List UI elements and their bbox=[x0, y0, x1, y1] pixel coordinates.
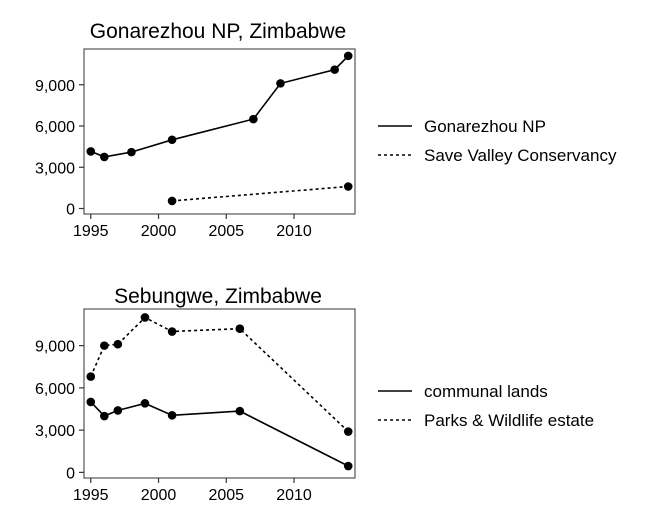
panel-1-series-0-line bbox=[90, 401, 349, 467]
panel-1-series-1-point bbox=[86, 372, 96, 381]
panel-0-series-1-line bbox=[172, 185, 349, 202]
panel-1-series-1-point bbox=[113, 339, 123, 349]
panel-1-series-0-point bbox=[140, 399, 150, 408]
panel-1-series-1-line bbox=[90, 316, 349, 433]
panel-0-x-tick-label: 2005 bbox=[208, 223, 244, 240]
panel-0-x-tick-label: 2010 bbox=[276, 223, 312, 240]
panel-1-y-tick-label: 3,000 bbox=[35, 423, 75, 440]
legend-1-label-0: communal lands bbox=[424, 382, 548, 401]
panel-1-series-1-point bbox=[235, 324, 245, 334]
panel-1-title: Sebungwe, Zimbabwe bbox=[114, 285, 322, 308]
panel-1-y-tick-label: 0 bbox=[66, 465, 75, 482]
panel-1-y-tick-label: 9,000 bbox=[35, 339, 75, 356]
panel-1-x-tick-label: 2000 bbox=[141, 487, 177, 504]
panel-0-series-0-point bbox=[330, 65, 339, 74]
panel-1-series-0-point bbox=[113, 406, 123, 415]
panel-0-series-0-point bbox=[249, 114, 258, 124]
panel-0-x-tick-label: 2000 bbox=[141, 223, 177, 240]
panel-1-series-1-point bbox=[140, 313, 150, 322]
panel-0-x-tick-label: 1995 bbox=[73, 223, 109, 240]
panel-0-title: Gonarezhou NP, Zimbabwe bbox=[90, 20, 346, 43]
panel-0-y-tick-label: 9,000 bbox=[35, 78, 75, 95]
panel-1-frame bbox=[83, 308, 356, 479]
panel-1-series-1-point bbox=[167, 327, 177, 336]
panel-1-y-tick-label: 6,000 bbox=[35, 381, 75, 398]
panel-1-x-tick-label: 1995 bbox=[73, 487, 109, 504]
panel-0-series-0-point bbox=[86, 147, 96, 156]
panel-1-series-0-point bbox=[100, 411, 109, 421]
panel-1-x-tick-label: 2005 bbox=[208, 487, 244, 504]
panel-0-series-0-point bbox=[343, 51, 353, 61]
panel-0-y-tick-label: 0 bbox=[66, 202, 75, 219]
panel-0-series-0-point bbox=[100, 152, 109, 162]
panel-1-series-0-point bbox=[235, 406, 245, 416]
panel-1-series-1-point bbox=[100, 341, 109, 350]
panel-0-series-0-point bbox=[276, 79, 285, 88]
panel-1-series-0-point bbox=[86, 397, 96, 407]
panel-0-series-1-point bbox=[167, 196, 177, 206]
legend-0-label-0: Gonarezhou NP bbox=[424, 117, 546, 136]
panel-1-x-tick-label: 2010 bbox=[276, 487, 312, 504]
panel-0-series-0-point bbox=[127, 147, 136, 157]
legend-0-label-1: Save Valley Conservancy bbox=[424, 146, 617, 165]
panel-0-y-tick-label: 3,000 bbox=[35, 160, 75, 177]
panel-0-series-1-point bbox=[343, 182, 353, 191]
panel-0-series-0-line bbox=[90, 55, 349, 158]
panel-1-series-0-point bbox=[343, 461, 353, 471]
panel-1-series-1-point bbox=[343, 427, 353, 436]
panel-0-series-0-point bbox=[167, 135, 177, 145]
panel-1-series-0-point bbox=[167, 411, 177, 420]
panel-0-y-tick-label: 6,000 bbox=[35, 119, 75, 136]
legend-1-label-1: Parks & Wildlife estate bbox=[424, 411, 594, 430]
panel-0-frame bbox=[83, 48, 356, 215]
